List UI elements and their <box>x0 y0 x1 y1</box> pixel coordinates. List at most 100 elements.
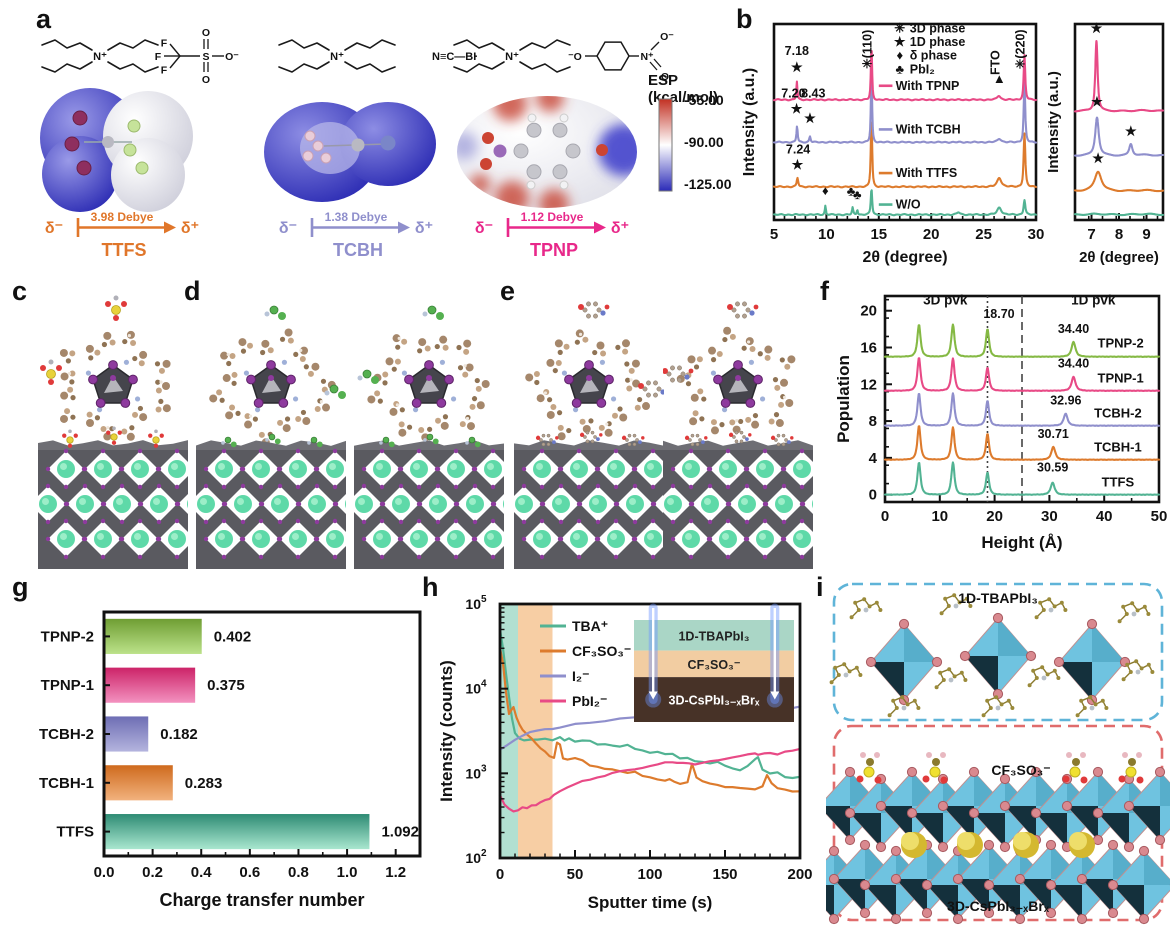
svg-text:200: 200 <box>787 866 812 883</box>
svg-text:18.70: 18.70 <box>983 307 1014 321</box>
md-snapshot-tcbh-1 <box>196 305 346 569</box>
svg-text:δ⁺: δ⁺ <box>415 220 433 237</box>
svg-text:♦: ♦ <box>896 48 903 63</box>
svg-text:30: 30 <box>1028 226 1044 243</box>
svg-text:N⁺: N⁺ <box>505 51 519 63</box>
svg-text:★: ★ <box>792 157 804 172</box>
svg-text:0.2: 0.2 <box>142 864 163 881</box>
svg-text:0.8: 0.8 <box>288 864 309 881</box>
series-TBA⁺ <box>498 628 802 780</box>
trace-W/O <box>772 189 1038 217</box>
svg-text:Height (Å): Height (Å) <box>981 533 1062 552</box>
svg-text:1D phase: 1D phase <box>910 35 966 49</box>
md-snapshot-tcbh-2 <box>354 305 504 569</box>
panel-label-e: e <box>500 276 516 306</box>
md-snapshot-tpnp-1 <box>514 301 664 569</box>
svg-text:★: ★ <box>791 60 803 75</box>
svg-text:δ⁺: δ⁺ <box>611 220 629 237</box>
svg-text:TTFS: TTFS <box>1102 474 1135 489</box>
svg-text:With TTFS: With TTFS <box>896 166 958 180</box>
svg-text:10: 10 <box>931 508 948 525</box>
svg-text:PbI₂⁻: PbI₂⁻ <box>572 693 607 709</box>
svg-text:1D pvk: 1D pvk <box>1071 292 1116 307</box>
svg-text:0.6: 0.6 <box>239 864 260 881</box>
svg-text:S: S <box>202 51 209 63</box>
svg-text:TCBH-1: TCBH-1 <box>1094 439 1142 454</box>
svg-text:1.092: 1.092 <box>381 824 419 841</box>
svg-text:0.283: 0.283 <box>185 775 223 792</box>
esp-colorbar <box>658 98 673 192</box>
trace-TPNP-2 <box>883 323 1161 358</box>
svg-text:W/O: W/O <box>896 198 921 212</box>
1d-tbapbi3-label: 1D-TBAPbI₃ <box>958 590 1038 606</box>
trace-With TCBH <box>1073 116 1165 157</box>
trace-TPNP-1 <box>883 357 1161 392</box>
trace-With TPNP <box>1073 39 1165 113</box>
svg-text:7.20: 7.20 <box>781 87 805 101</box>
svg-text:16: 16 <box>860 340 877 357</box>
svg-text:TPNP-1: TPNP-1 <box>1098 370 1144 385</box>
svg-text:3D phase: 3D phase <box>910 21 966 35</box>
svg-text:N≡C—BH₃⁻: N≡C—BH₃⁻ <box>432 51 477 63</box>
bar-TPNP-2 <box>105 618 202 654</box>
svg-text:O: O <box>661 71 669 83</box>
svg-text:Charge transfer number: Charge transfer number <box>159 890 364 910</box>
svg-text:20: 20 <box>923 226 940 243</box>
trace-With TCBH <box>772 76 1038 144</box>
svg-text:F: F <box>155 51 162 63</box>
svg-text:0.375: 0.375 <box>207 677 245 694</box>
panel-label-i: i <box>816 572 824 602</box>
svg-text:102: 102 <box>465 848 487 866</box>
svg-text:150: 150 <box>712 866 737 883</box>
svg-text:★: ★ <box>804 111 816 126</box>
svg-text:✳(220): ✳(220) <box>1013 29 1027 69</box>
ttfs-esp-surface-icon <box>40 88 193 212</box>
svg-text:1.12 Debye: 1.12 Debye <box>521 210 584 224</box>
tcbh-skeletal-structure-icon: N⁺ N≡C—BH₃⁻ <box>278 39 477 73</box>
svg-text:✳(110): ✳(110) <box>860 30 874 69</box>
svg-text:0: 0 <box>881 508 889 525</box>
inset-layer-3 <box>634 677 794 722</box>
md-snapshot-ttfs <box>38 295 188 569</box>
charge-transfer-bar-chart: TPNP-2 0.402 TPNP-1 0.375 TCBH-2 0.182 TCBH-1 0… <box>39 610 422 910</box>
svg-text:4: 4 <box>869 450 878 467</box>
svg-text:N⁺: N⁺ <box>640 51 654 63</box>
svg-text:TCBH-2: TCBH-2 <box>39 726 94 743</box>
svg-text:TTFS: TTFS <box>57 824 95 841</box>
svg-text:3D-CsPbI₃₋ₓBrₓ: 3D-CsPbI₃₋ₓBrₓ <box>669 694 760 708</box>
svg-text:100: 100 <box>637 866 662 883</box>
svg-text:34.40: 34.40 <box>1058 356 1089 370</box>
svg-text:1.0: 1.0 <box>337 864 358 881</box>
svg-text:3D pvk: 3D pvk <box>923 292 968 307</box>
svg-text:2θ (degree): 2θ (degree) <box>1079 249 1159 266</box>
svg-text:10: 10 <box>818 226 835 243</box>
3d-cspbi3xbrx-label: 3D-CsPbI₃₋ₓBrₓ <box>947 898 1049 914</box>
svg-text:Population: Population <box>835 355 853 443</box>
svg-text:40: 40 <box>1096 508 1113 525</box>
svg-text:TCBH-1: TCBH-1 <box>39 775 94 792</box>
svg-text:O: O <box>202 74 210 86</box>
bar-TPNP-1 <box>105 667 196 703</box>
svg-text:7: 7 <box>1087 226 1095 243</box>
inset-layer-1 <box>634 620 794 651</box>
svg-text:O: O <box>202 27 210 39</box>
trace-TTFS <box>883 461 1161 496</box>
svg-text:20: 20 <box>986 508 1003 525</box>
svg-text:12: 12 <box>860 376 877 393</box>
svg-text:★: ★ <box>791 101 803 116</box>
svg-text:Sputter time (s): Sputter time (s) <box>588 893 713 912</box>
svg-text:TPNP-2: TPNP-2 <box>41 628 94 645</box>
svg-text:50: 50 <box>1151 508 1168 525</box>
bar-TTFS <box>105 814 370 850</box>
tcbh-esp-surface-icon <box>264 102 436 202</box>
population-height-plot: 0 10 20 30 40 50 0 4 8 12 16 20 Height (Å) Population… <box>835 292 1168 552</box>
svg-text:2θ (degree): 2θ (degree) <box>862 249 947 266</box>
panel-label-a: a <box>36 4 52 34</box>
svg-text:N⁺: N⁺ <box>330 51 344 63</box>
svg-text:TPNP-2: TPNP-2 <box>1098 336 1144 351</box>
panel-label-c: c <box>12 276 28 306</box>
svg-text:Intensity (a.u.): Intensity (a.u.) <box>1048 71 1062 173</box>
esp-tick-mid: -90.00 <box>684 134 724 150</box>
cf3so3-label: CF₃SO₃⁻ <box>991 762 1051 778</box>
